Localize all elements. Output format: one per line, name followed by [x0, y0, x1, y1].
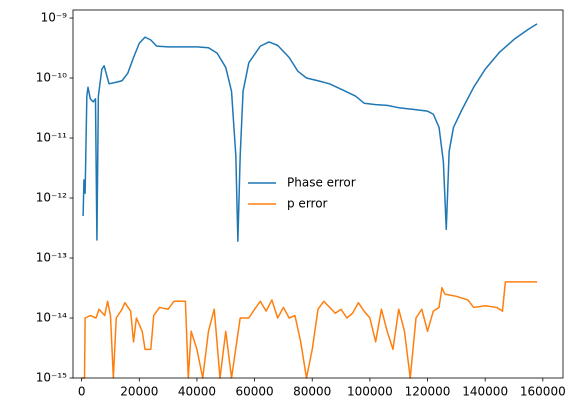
x-tick-label: 140000	[462, 385, 508, 399]
y-tick-label: 10⁻¹⁵	[36, 371, 67, 385]
y-tick-label: 10⁻⁹	[41, 11, 68, 25]
y-tick-label: 10⁻¹³	[36, 251, 67, 265]
y-tick-label: 10⁻¹²	[36, 191, 67, 205]
x-tick-label: 60000	[235, 385, 273, 399]
y-tick-label: 10⁻¹⁴	[36, 311, 67, 325]
x-tick-label: 20000	[120, 385, 158, 399]
plot-frame	[72, 9, 564, 379]
x-tick-label: 40000	[178, 385, 216, 399]
x-tick-label: 160000	[520, 385, 566, 399]
y-tick-label: 10⁻¹⁰	[36, 71, 67, 85]
x-tick-label: 100000	[347, 385, 393, 399]
x-tick-label: 0	[78, 385, 86, 399]
x-tick-label: 120000	[405, 385, 451, 399]
legend-label: Phase error	[287, 176, 356, 190]
y-tick-label: 10⁻¹¹	[36, 131, 67, 145]
series-line	[82, 23, 538, 243]
legend-label: p error	[287, 197, 328, 211]
series-line	[81, 281, 538, 379]
x-tick-label: 80000	[293, 385, 331, 399]
